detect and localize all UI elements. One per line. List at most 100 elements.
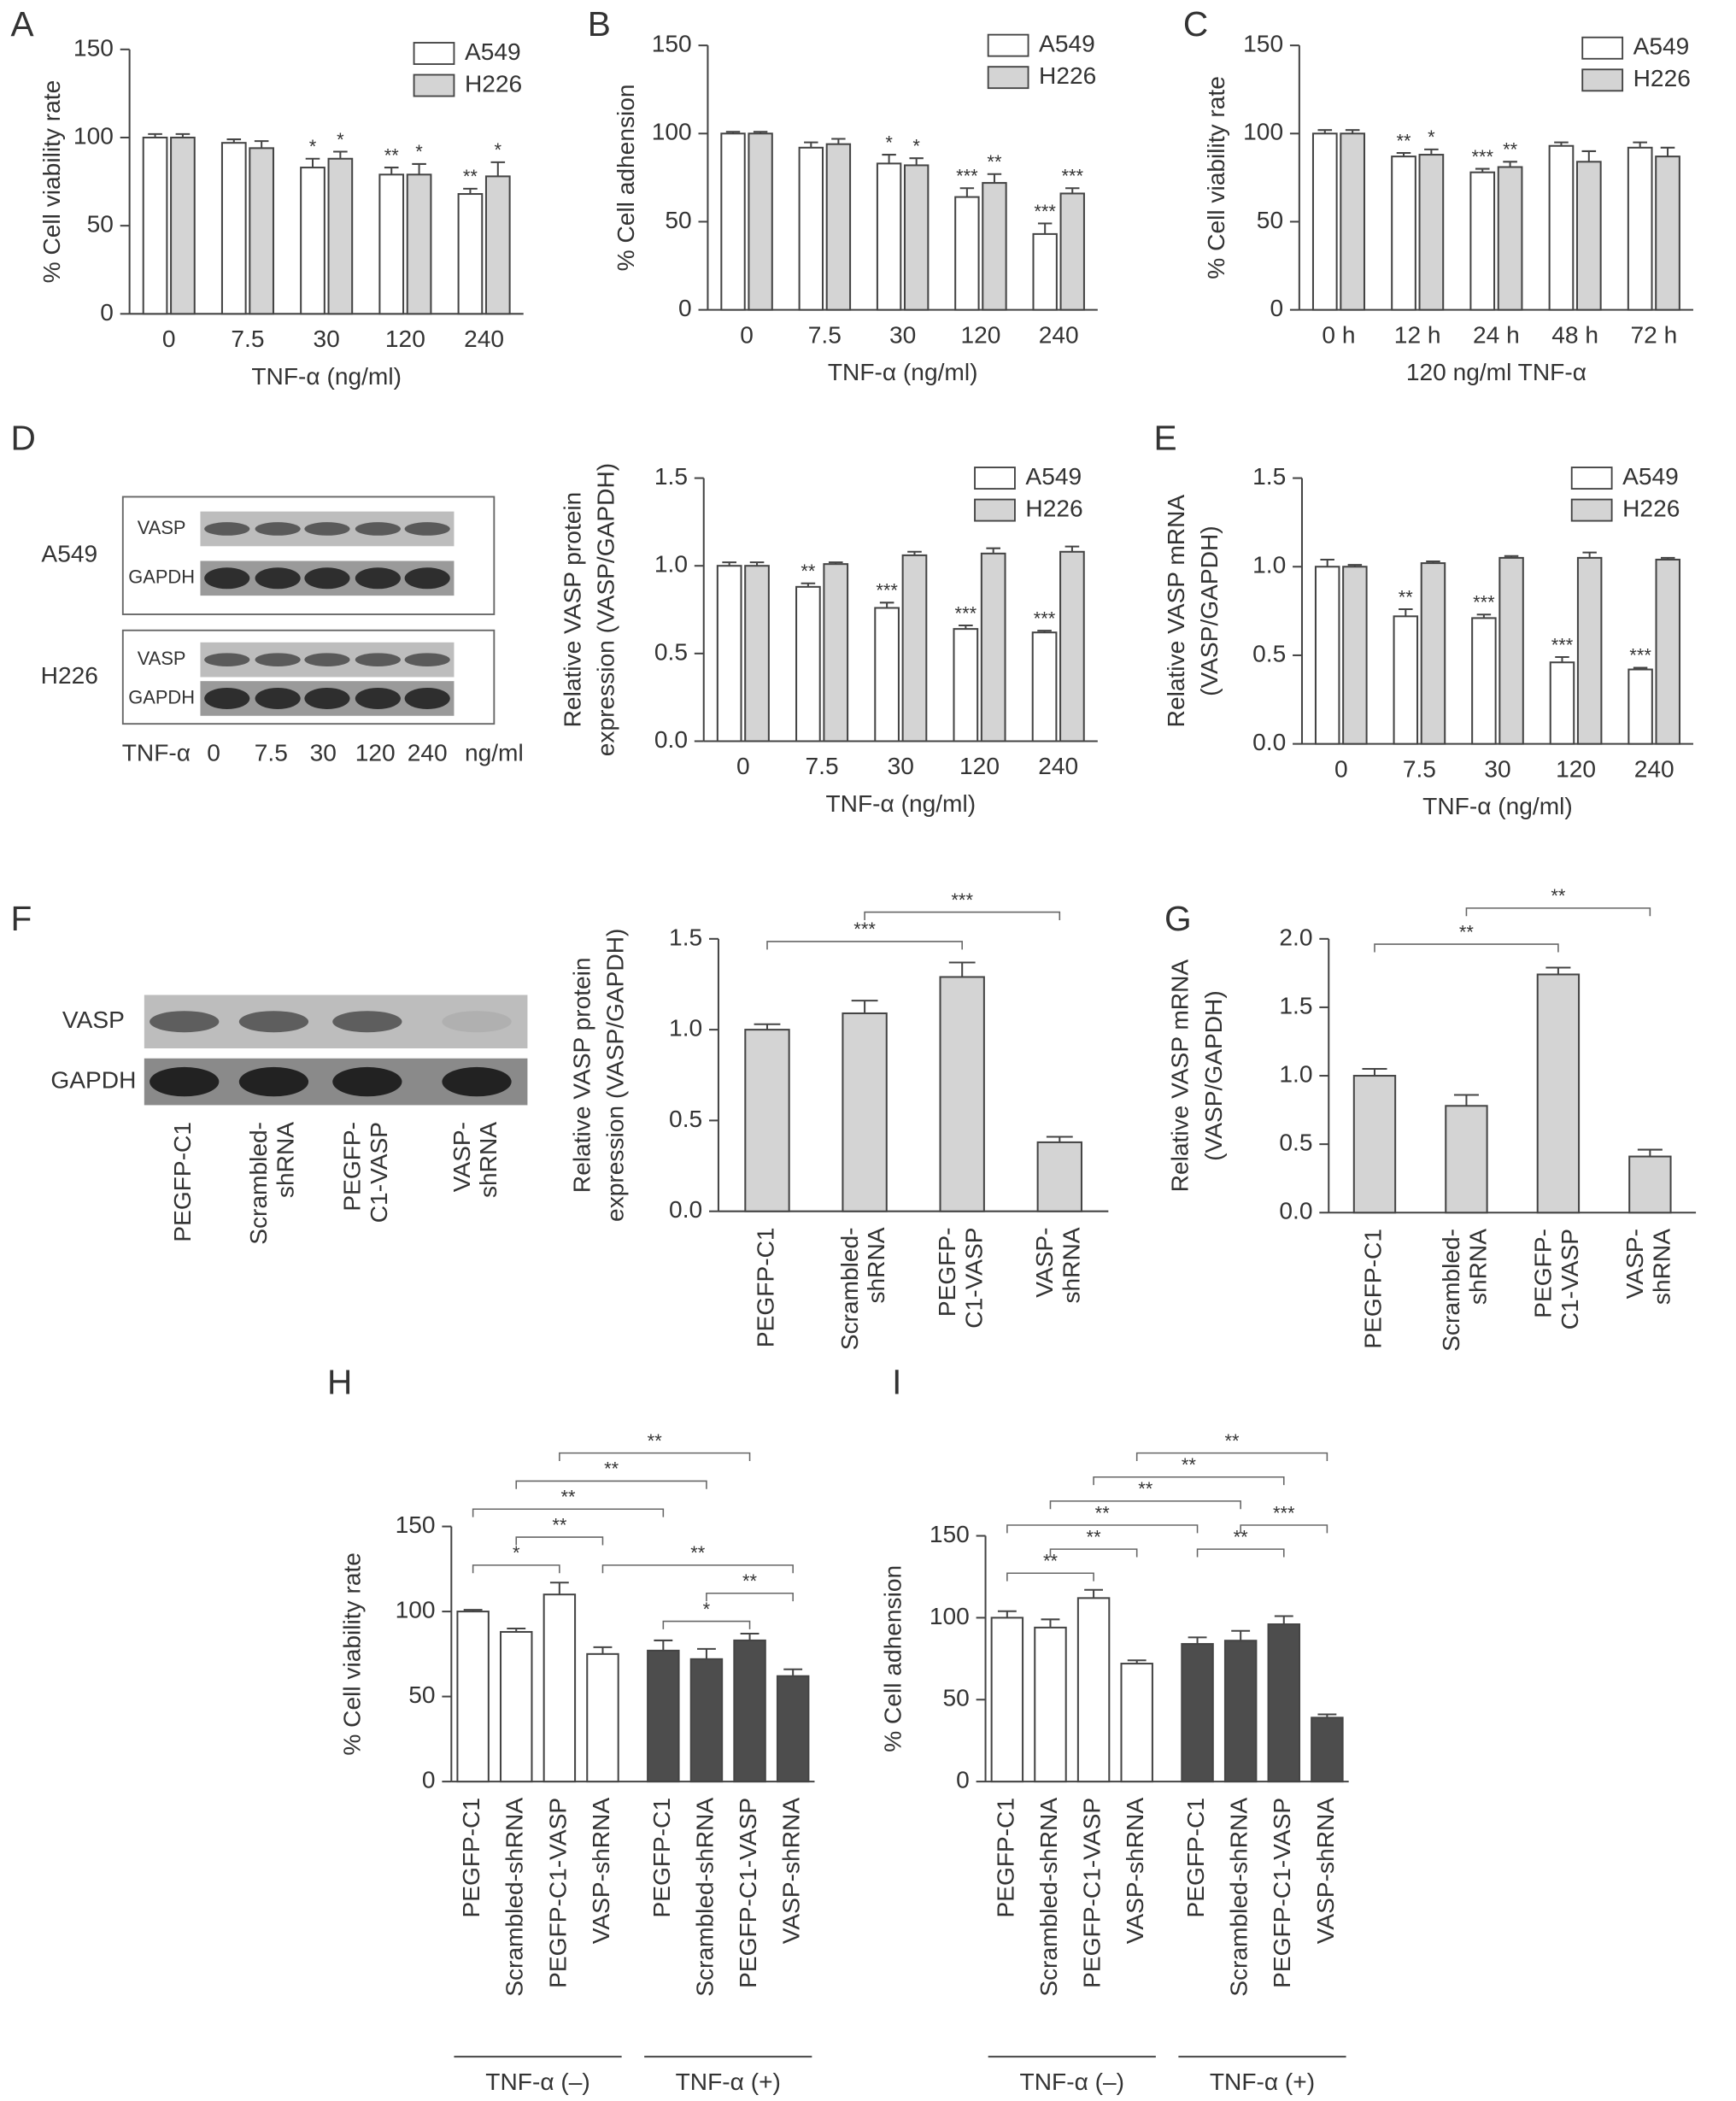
bar (1223, 1640, 1258, 1783)
y-tick-label: 100 (930, 1603, 970, 1629)
x-tick-label: 0 h (1322, 321, 1355, 348)
y-tick-label: 1.5 (669, 924, 702, 950)
bracket-label: ** (560, 1487, 576, 1508)
bar (842, 1012, 888, 1212)
bar (1314, 566, 1340, 745)
cell-line-label: H226 (41, 662, 98, 689)
x-tick-label: 0 (162, 326, 176, 352)
y-tick-label: 150 (73, 34, 114, 61)
x-tick-label: 120 (959, 753, 1000, 779)
legend-swatch (1581, 36, 1624, 60)
group-label: TNF-α (+) (1210, 2069, 1315, 2095)
significance: * (912, 135, 920, 156)
bar (901, 554, 928, 742)
lane-label: 30 (310, 740, 337, 766)
significance: ** (1397, 130, 1412, 151)
bar (939, 976, 985, 1212)
bar (542, 1593, 577, 1783)
x-axis-label: TNF-α (ng/ml) (828, 359, 978, 385)
bar (1267, 1623, 1301, 1783)
blot-band (355, 567, 401, 590)
bracket-label: ** (648, 1430, 663, 1452)
y-tick-label: 100 (1243, 119, 1283, 145)
x-tick-label: PEGFP- (1530, 1229, 1557, 1318)
legend-label: H226 (1633, 65, 1691, 91)
bracket (1374, 943, 1559, 953)
panel-letter: B (588, 4, 611, 44)
y-tick-label: 100 (396, 1597, 436, 1623)
bracket-label: *** (1273, 1502, 1295, 1523)
x-tick-label: 72 h (1630, 321, 1677, 348)
blot-band (355, 522, 401, 536)
x-tick-label: PEGFP-C1 (648, 1798, 675, 1918)
bar (1655, 558, 1681, 745)
significance: *** (1034, 201, 1056, 222)
x-tick-label: Scrambled-shRNA (501, 1798, 528, 1997)
x-tick-label: PEGFP-C1-VASP (735, 1798, 761, 1988)
legend-label: A549 (1622, 463, 1679, 490)
blot-band (255, 522, 301, 536)
bracket (1465, 907, 1651, 917)
blot-band (442, 1011, 512, 1033)
bar (1418, 154, 1445, 311)
y-axis-label: (VASP/GAPDH) (1196, 525, 1223, 696)
blot-band (404, 687, 450, 709)
bar (733, 1639, 766, 1783)
bar (744, 565, 770, 742)
blot-frame (121, 496, 496, 615)
x-tick-label: VASP-shRNA (778, 1798, 805, 1945)
legend-swatch (1581, 68, 1624, 92)
x-tick-label: VASP-shRNA (588, 1798, 614, 1945)
y-tick-label: 50 (408, 1681, 435, 1708)
x-tick-label: 7.5 (231, 326, 264, 352)
x-tick-label: 12 h (1394, 321, 1441, 348)
bracket-label: * (703, 1599, 711, 1620)
bracket (559, 1452, 751, 1461)
bar (1120, 1663, 1153, 1783)
x-axis-label: TNF-α (ng/ml) (825, 790, 976, 817)
bar (1031, 631, 1058, 742)
x-tick-label: shRNA (1058, 1227, 1084, 1303)
bracket (472, 1564, 560, 1574)
x-tick-label: 120 (385, 326, 425, 352)
x-tick-label: Scrambled-shRNA (691, 1798, 718, 1997)
bar (1536, 973, 1581, 1214)
legend-swatch (974, 498, 1016, 522)
legend-swatch (987, 66, 1029, 90)
x-tick-label: VASP-shRNA (1122, 1798, 1148, 1945)
bar (220, 142, 247, 315)
y-tick-label: 100 (652, 119, 692, 145)
x-tick-label: 30 (888, 753, 914, 779)
y-tick-label: 50 (1257, 207, 1283, 233)
lane-label: 120 (355, 740, 396, 766)
significance: *** (1034, 607, 1056, 629)
bracket (1135, 1452, 1328, 1461)
bracket-label: ** (1234, 1526, 1249, 1547)
blot-band (304, 522, 350, 536)
legend-swatch (974, 467, 1016, 490)
significance: ** (1399, 586, 1414, 607)
y-tick-label: 150 (396, 1511, 436, 1538)
lane-label: C1-VASP (366, 1122, 392, 1223)
legend-swatch (987, 33, 1029, 57)
x-tick-label: 48 h (1551, 321, 1598, 348)
x-tick-label: Scrambled-shRNA (1035, 1798, 1062, 1997)
x-tick-label: 24 h (1473, 321, 1520, 348)
bar (300, 167, 326, 315)
y-tick-label: 50 (87, 211, 114, 238)
bar (1034, 1626, 1067, 1783)
x-tick-label: 240 (464, 326, 504, 352)
x-tick-label: PEGFP-C1-VASP (1269, 1798, 1295, 1988)
blot-band (238, 1011, 309, 1033)
protein-label: GAPDH (128, 686, 195, 707)
blot-band (304, 687, 350, 709)
bracket (1006, 1572, 1094, 1582)
bar (1497, 166, 1523, 311)
bracket-label: ** (1459, 921, 1475, 942)
x-tick-label: Scrambled-shRNA (1226, 1798, 1252, 1997)
bar (874, 607, 900, 742)
group-label: TNF-α (–) (485, 2069, 589, 2095)
x-tick-label: 0 (736, 753, 750, 779)
x-axis-label: TNF-α (ng/ml) (1422, 793, 1573, 819)
blot-band (204, 653, 250, 666)
